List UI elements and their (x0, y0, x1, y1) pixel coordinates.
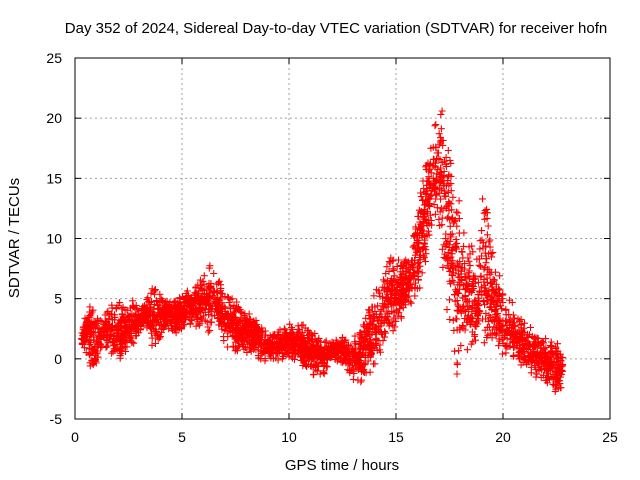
series-points (78, 107, 567, 395)
y-tick-label: 10 (46, 231, 62, 247)
x-tick-label: 15 (388, 429, 404, 445)
y-axis-label: SDTVAR / TECUs (6, 178, 23, 298)
x-tick-label: 0 (71, 429, 79, 445)
data-series (78, 107, 567, 395)
chart-title: Day 352 of 2024, Sidereal Day-to-day VTE… (65, 20, 607, 37)
y-tick-label: 0 (54, 351, 62, 367)
x-tick-label: 10 (281, 429, 297, 445)
y-tick-label: 20 (46, 110, 62, 126)
y-tick-label: 5 (54, 291, 62, 307)
x-axis-label: GPS time / hours (285, 457, 399, 474)
x-tick-label: 20 (495, 429, 511, 445)
y-tick-label: -5 (50, 411, 63, 427)
y-tick-label: 15 (46, 170, 62, 186)
y-tick-label: 25 (46, 50, 62, 66)
x-tick-label: 25 (602, 429, 618, 445)
x-tick-label: 5 (178, 429, 186, 445)
axes: 0 5 10 15 20 25 -5 0 5 10 15 20 25 (46, 50, 618, 445)
